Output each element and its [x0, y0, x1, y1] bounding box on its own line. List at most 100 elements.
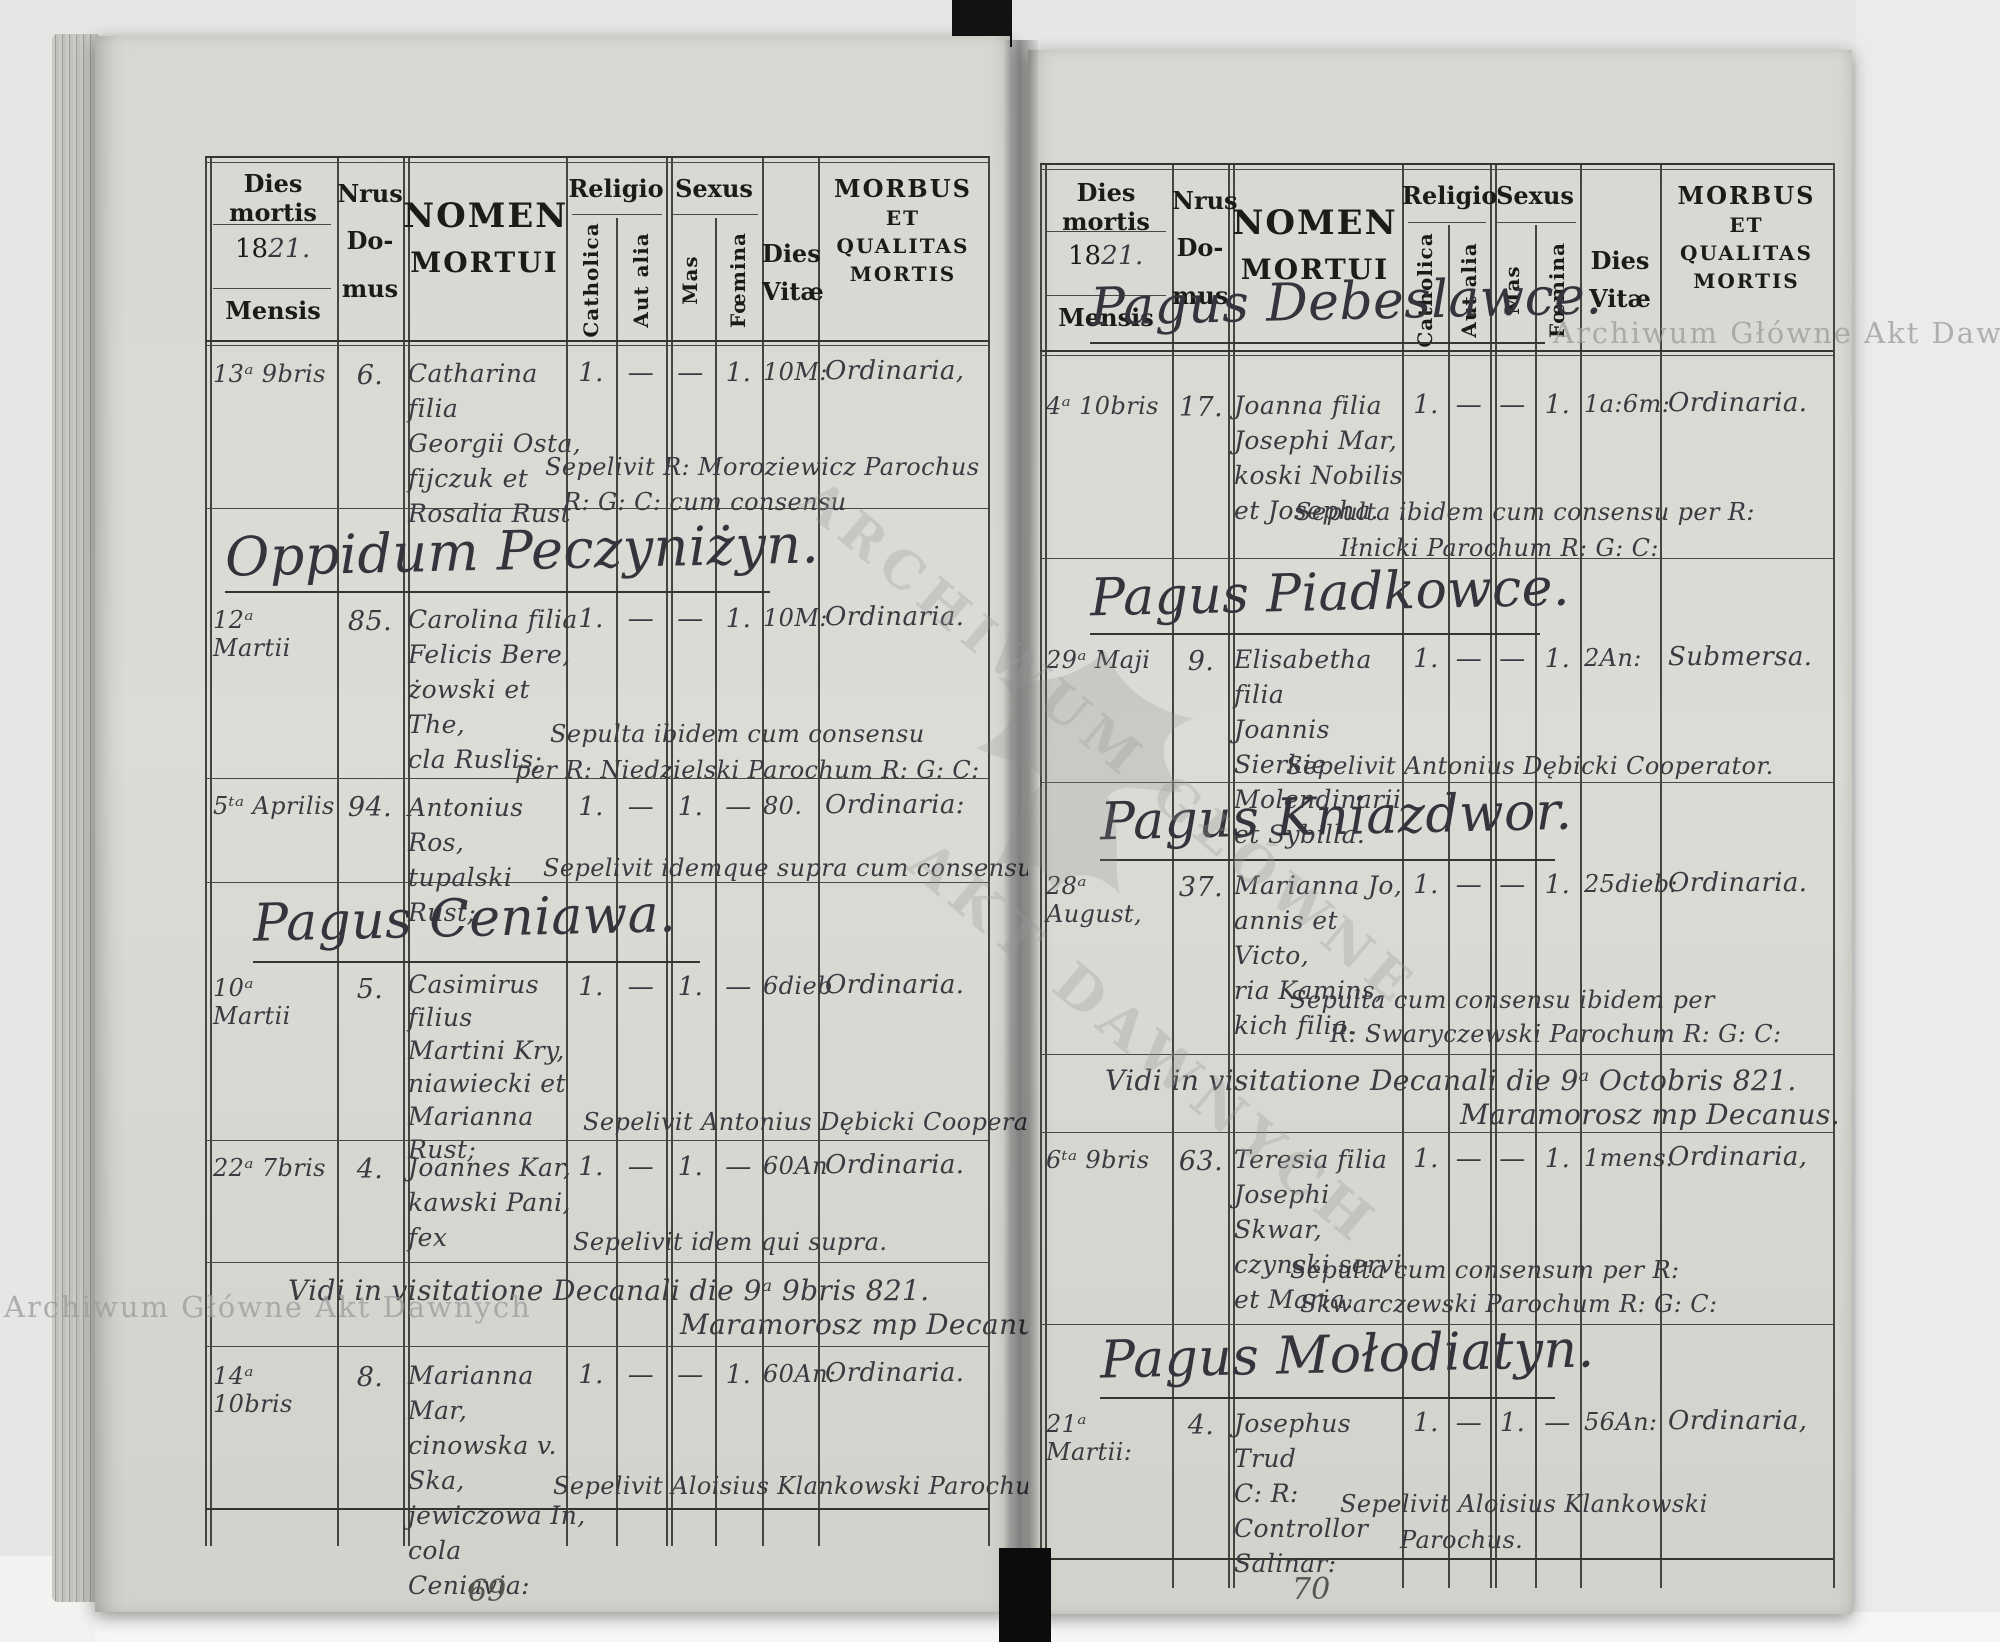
entry-aut-alia: — [627, 604, 655, 634]
burial-note: Sepulta cum consensum per R: [1290, 1256, 1680, 1284]
entry-femina: — [725, 1152, 752, 1182]
column-line [1448, 225, 1450, 1588]
entry-name: Marianna Mar, cinowska v. Ska, jewiczowa… [408, 1361, 586, 1600]
year-label: 1821. [235, 234, 311, 264]
section-heading-pagus: Pagus Debeslawce. [1089, 266, 1603, 338]
col-nomen: NOMEN [1232, 203, 1398, 243]
entry-date: 13ᵃ 9bris [213, 360, 326, 388]
entry-aut-alia: — [1455, 870, 1483, 900]
entry-morbus: Ordinaria. [825, 602, 965, 632]
entry-name: Teresia filia Josephi Skwar, czynski ser… [1234, 1145, 1403, 1314]
section-underline [225, 591, 770, 593]
entry-morbus: Ordinaria. [825, 1150, 965, 1180]
entry-dies-vitae: 60An: [763, 1360, 837, 1388]
entry-house-number: 63. [1178, 1146, 1224, 1177]
burial-note: R: Swaryczewski Parochum R: G: C: [1330, 1020, 1782, 1048]
col-dies-mortis: Dies mortis [1062, 178, 1150, 236]
burial-note: Sepelivit Aloisius Klankowski Parochus [553, 1472, 1044, 1500]
col-mortui: MORTUI [410, 246, 559, 279]
entry-house-number: 37. [1178, 872, 1224, 903]
entry-name: Marianna Jo, annis et Victo, ria Kamins,… [1234, 871, 1403, 1040]
col-domus: Do- [346, 226, 394, 255]
entry-aut-alia: — [627, 1360, 655, 1390]
entry-catholica: 1. [1413, 1408, 1439, 1438]
entry-house-number: 17. [1178, 392, 1224, 423]
entry-date: 10ᵃ Martii [213, 974, 291, 1030]
col-domus2: mus [1172, 281, 1229, 310]
entry-date: 5ᵗᵃ Aprilis [213, 792, 335, 820]
entry-name: Carolina filia Felicis Bere, żowski et T… [408, 605, 578, 774]
entry-house-number: 94. [347, 792, 393, 823]
entry-dies-vitae: 56An: [1584, 1408, 1658, 1436]
entry-morbus: Ordinaria: [825, 790, 965, 820]
entry-catholica: 1. [1413, 390, 1439, 420]
entry-dies-vitae: 2An: [1584, 644, 1642, 672]
burial-note: Sepelivit R: Moroziewicz Parochus [545, 453, 980, 481]
row-line [205, 1346, 990, 1347]
entry-date: 4ᵃ 10bris [1046, 392, 1159, 420]
section-underline [1100, 859, 1555, 861]
entry-dies-vitae: 6dieb [763, 972, 833, 1000]
entry-house-number: 4. [356, 1154, 384, 1185]
burial-note: Skwarczewski Parochum R: G: C: [1300, 1290, 1718, 1318]
entry-aut-alia: — [627, 358, 655, 388]
burial-note: Parochus. [1400, 1526, 1524, 1554]
entry-date: 22ᵃ 7bris [213, 1154, 326, 1182]
entry-catholica: 1. [1413, 870, 1439, 900]
entry-mas: — [1499, 644, 1526, 674]
burial-note: Sepelivit Antonius Dębicki Cooperator. [1286, 752, 1774, 780]
entry-femina: 1. [1544, 1144, 1571, 1174]
entry-femina: 1. [725, 358, 752, 388]
entry-name: Antonius Ros, tupalski Rust; [408, 793, 524, 927]
header-bottom-line-inner [205, 345, 990, 346]
agad-eagle-watermark-icon [977, 650, 1193, 894]
entry-house-number: 8. [356, 1362, 384, 1393]
entry-morbus: Ordinaria. [825, 1358, 965, 1388]
burial-note: Sepelivit Aloisius Klankowski [1340, 1490, 1708, 1518]
entry-dies-vitae: 1mens: [1584, 1144, 1675, 1172]
entry-dies-vitae: 1a:6m: [1584, 390, 1671, 418]
col-mortis: MORTIS [849, 262, 957, 286]
sexus-underline [671, 214, 758, 215]
entry-name: Joannes Kar, kawski Pani, fex [408, 1153, 572, 1252]
entry-dies-vitae: 10M: [763, 358, 828, 386]
entry-femina: 1. [1544, 644, 1571, 674]
entry-aut-alia: — [627, 792, 655, 822]
entry-femina: 1. [1544, 870, 1571, 900]
entry-name: Elisabetha filia Joannis Sierkie Molendi… [1234, 645, 1402, 849]
col-vitae: Vitæ [762, 277, 824, 306]
section-heading-pagus: Pagus Ceniawa. [252, 884, 677, 954]
section-underline [1100, 1397, 1555, 1399]
dies-mortis-divider [1046, 231, 1166, 232]
column-line [1535, 225, 1537, 1588]
religio-underline [1408, 222, 1486, 223]
entry-catholica: 1. [578, 792, 604, 822]
entry-femina: 1. [725, 604, 752, 634]
dies-mortis-divider [213, 288, 331, 289]
entry-femina: 1. [725, 1360, 752, 1390]
entry-house-number: 5. [356, 974, 384, 1005]
entry-catholica: 1. [1413, 1144, 1439, 1174]
burial-note: Sepulta ibidem cum consensu per R: [1295, 498, 1755, 526]
entry-morbus: Ordinaria, [1668, 1406, 1808, 1436]
header-bottom-line [205, 340, 990, 342]
entry-catholica: 1. [1413, 644, 1439, 674]
book-spine-page-edges [52, 34, 98, 1602]
table-border-right [1833, 163, 1835, 1588]
entry-catholica: 1. [578, 1152, 604, 1182]
col-qualitas: QUALITAS [836, 234, 970, 258]
table-border-top-inner [205, 162, 990, 163]
row-line [205, 778, 990, 779]
entry-date: 21ᵃ Martii: [1046, 1410, 1133, 1466]
burial-note: R: G: C: cum consensu [563, 488, 847, 516]
entry-femina: — [725, 792, 752, 822]
column-line [403, 156, 410, 1546]
entry-morbus: Ordinaria. [1668, 388, 1808, 418]
entry-dies-vitae: 10M: [763, 604, 828, 632]
entry-mas: — [677, 604, 704, 634]
col-vitae: Vitæ [1589, 284, 1651, 313]
table-border-left [205, 156, 212, 1546]
column-line [762, 156, 764, 1546]
right-page: Dies mortis 1821. Mensis Nrus Do- mus NO… [1028, 50, 1852, 1614]
